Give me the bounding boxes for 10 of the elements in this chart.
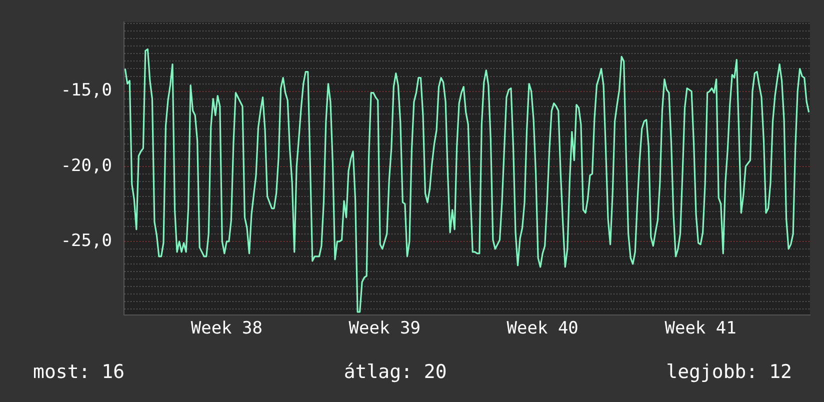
- x-tick-label: Week 40: [506, 318, 578, 339]
- text: most: 16: [33, 361, 125, 383]
- text: legjobb: 12: [666, 361, 792, 383]
- y-tick-label: -15,0: [60, 80, 112, 101]
- x-tick-label: Week 41: [664, 318, 736, 339]
- x-tick-label: Week 38: [190, 318, 262, 339]
- x-tick-label: Week 39: [348, 318, 420, 339]
- y-tick-label: -20,0: [60, 156, 112, 176]
- y-tick-label: -25,0: [60, 230, 112, 251]
- text: átlag: 20: [344, 361, 447, 383]
